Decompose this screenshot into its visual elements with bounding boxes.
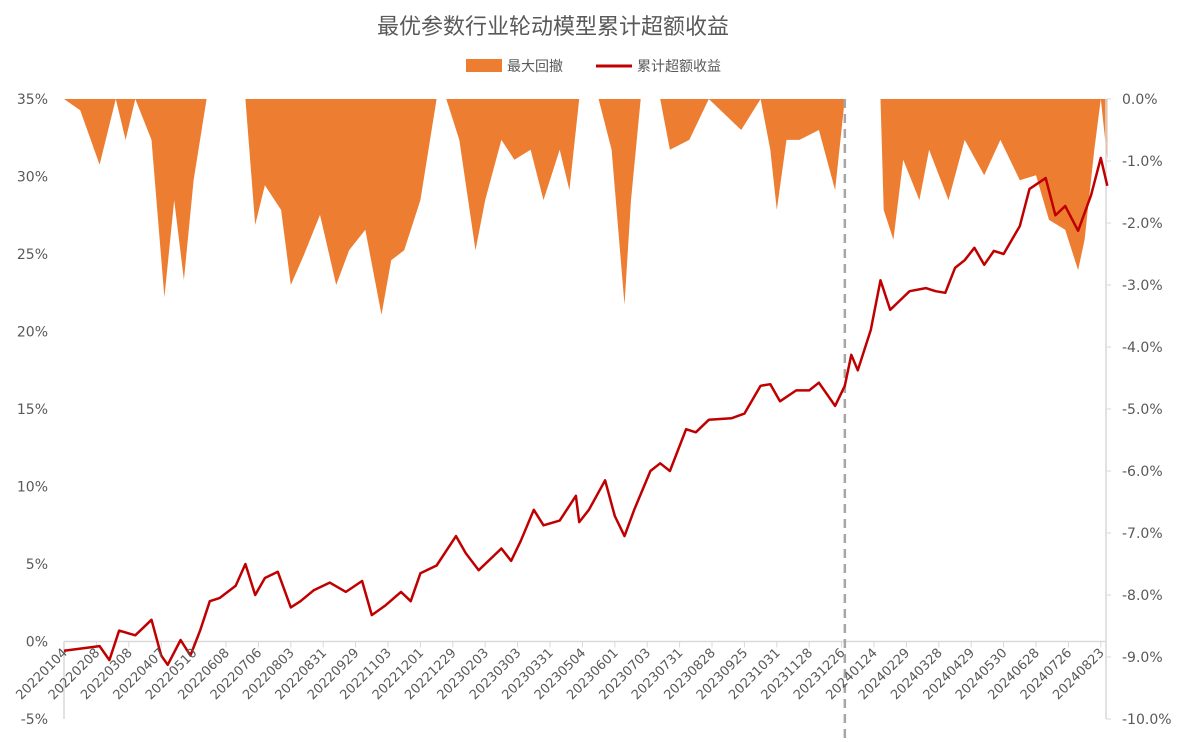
left-tick-label: 25% <box>17 247 48 263</box>
excess-return-line <box>63 156 1109 667</box>
right-tick-label: -8.0% <box>1122 588 1163 604</box>
right-tick-label: -9.0% <box>1122 650 1163 666</box>
right-tick-label: -6.0% <box>1122 464 1163 480</box>
left-tick-label: 15% <box>17 402 48 418</box>
right-tick-label: 0.0% <box>1122 92 1158 108</box>
right-tick-label: -10.0% <box>1122 712 1172 728</box>
right-tick-label: -5.0% <box>1122 402 1163 418</box>
left-tick-label: 30% <box>17 170 48 186</box>
left-tick-label: 5% <box>26 557 48 573</box>
legend-swatch-drawdown <box>466 59 502 72</box>
left-tick-label: 0% <box>26 635 48 651</box>
right-tick-label: -7.0% <box>1122 526 1163 542</box>
chart-title: 最优参数行业轮动模型累计超额收益 <box>377 15 729 40</box>
left-tick-label: -5% <box>21 712 48 728</box>
legend-label-excess-return: 累计超额收益 <box>637 59 721 75</box>
right-tick-label: -1.0% <box>1122 154 1163 170</box>
left-tick-label: 35% <box>17 92 48 108</box>
left-tick-label: 10% <box>17 480 48 496</box>
legend: 最大回撤 累计超额收益 <box>466 59 721 75</box>
legend-label-drawdown: 最大回撤 <box>507 59 563 75</box>
right-tick-label: -3.0% <box>1122 278 1163 294</box>
left-tick-label: 20% <box>17 325 48 341</box>
drawdown-area <box>64 99 1108 315</box>
right-tick-label: -2.0% <box>1122 216 1163 232</box>
right-tick-label: -4.0% <box>1122 340 1163 356</box>
